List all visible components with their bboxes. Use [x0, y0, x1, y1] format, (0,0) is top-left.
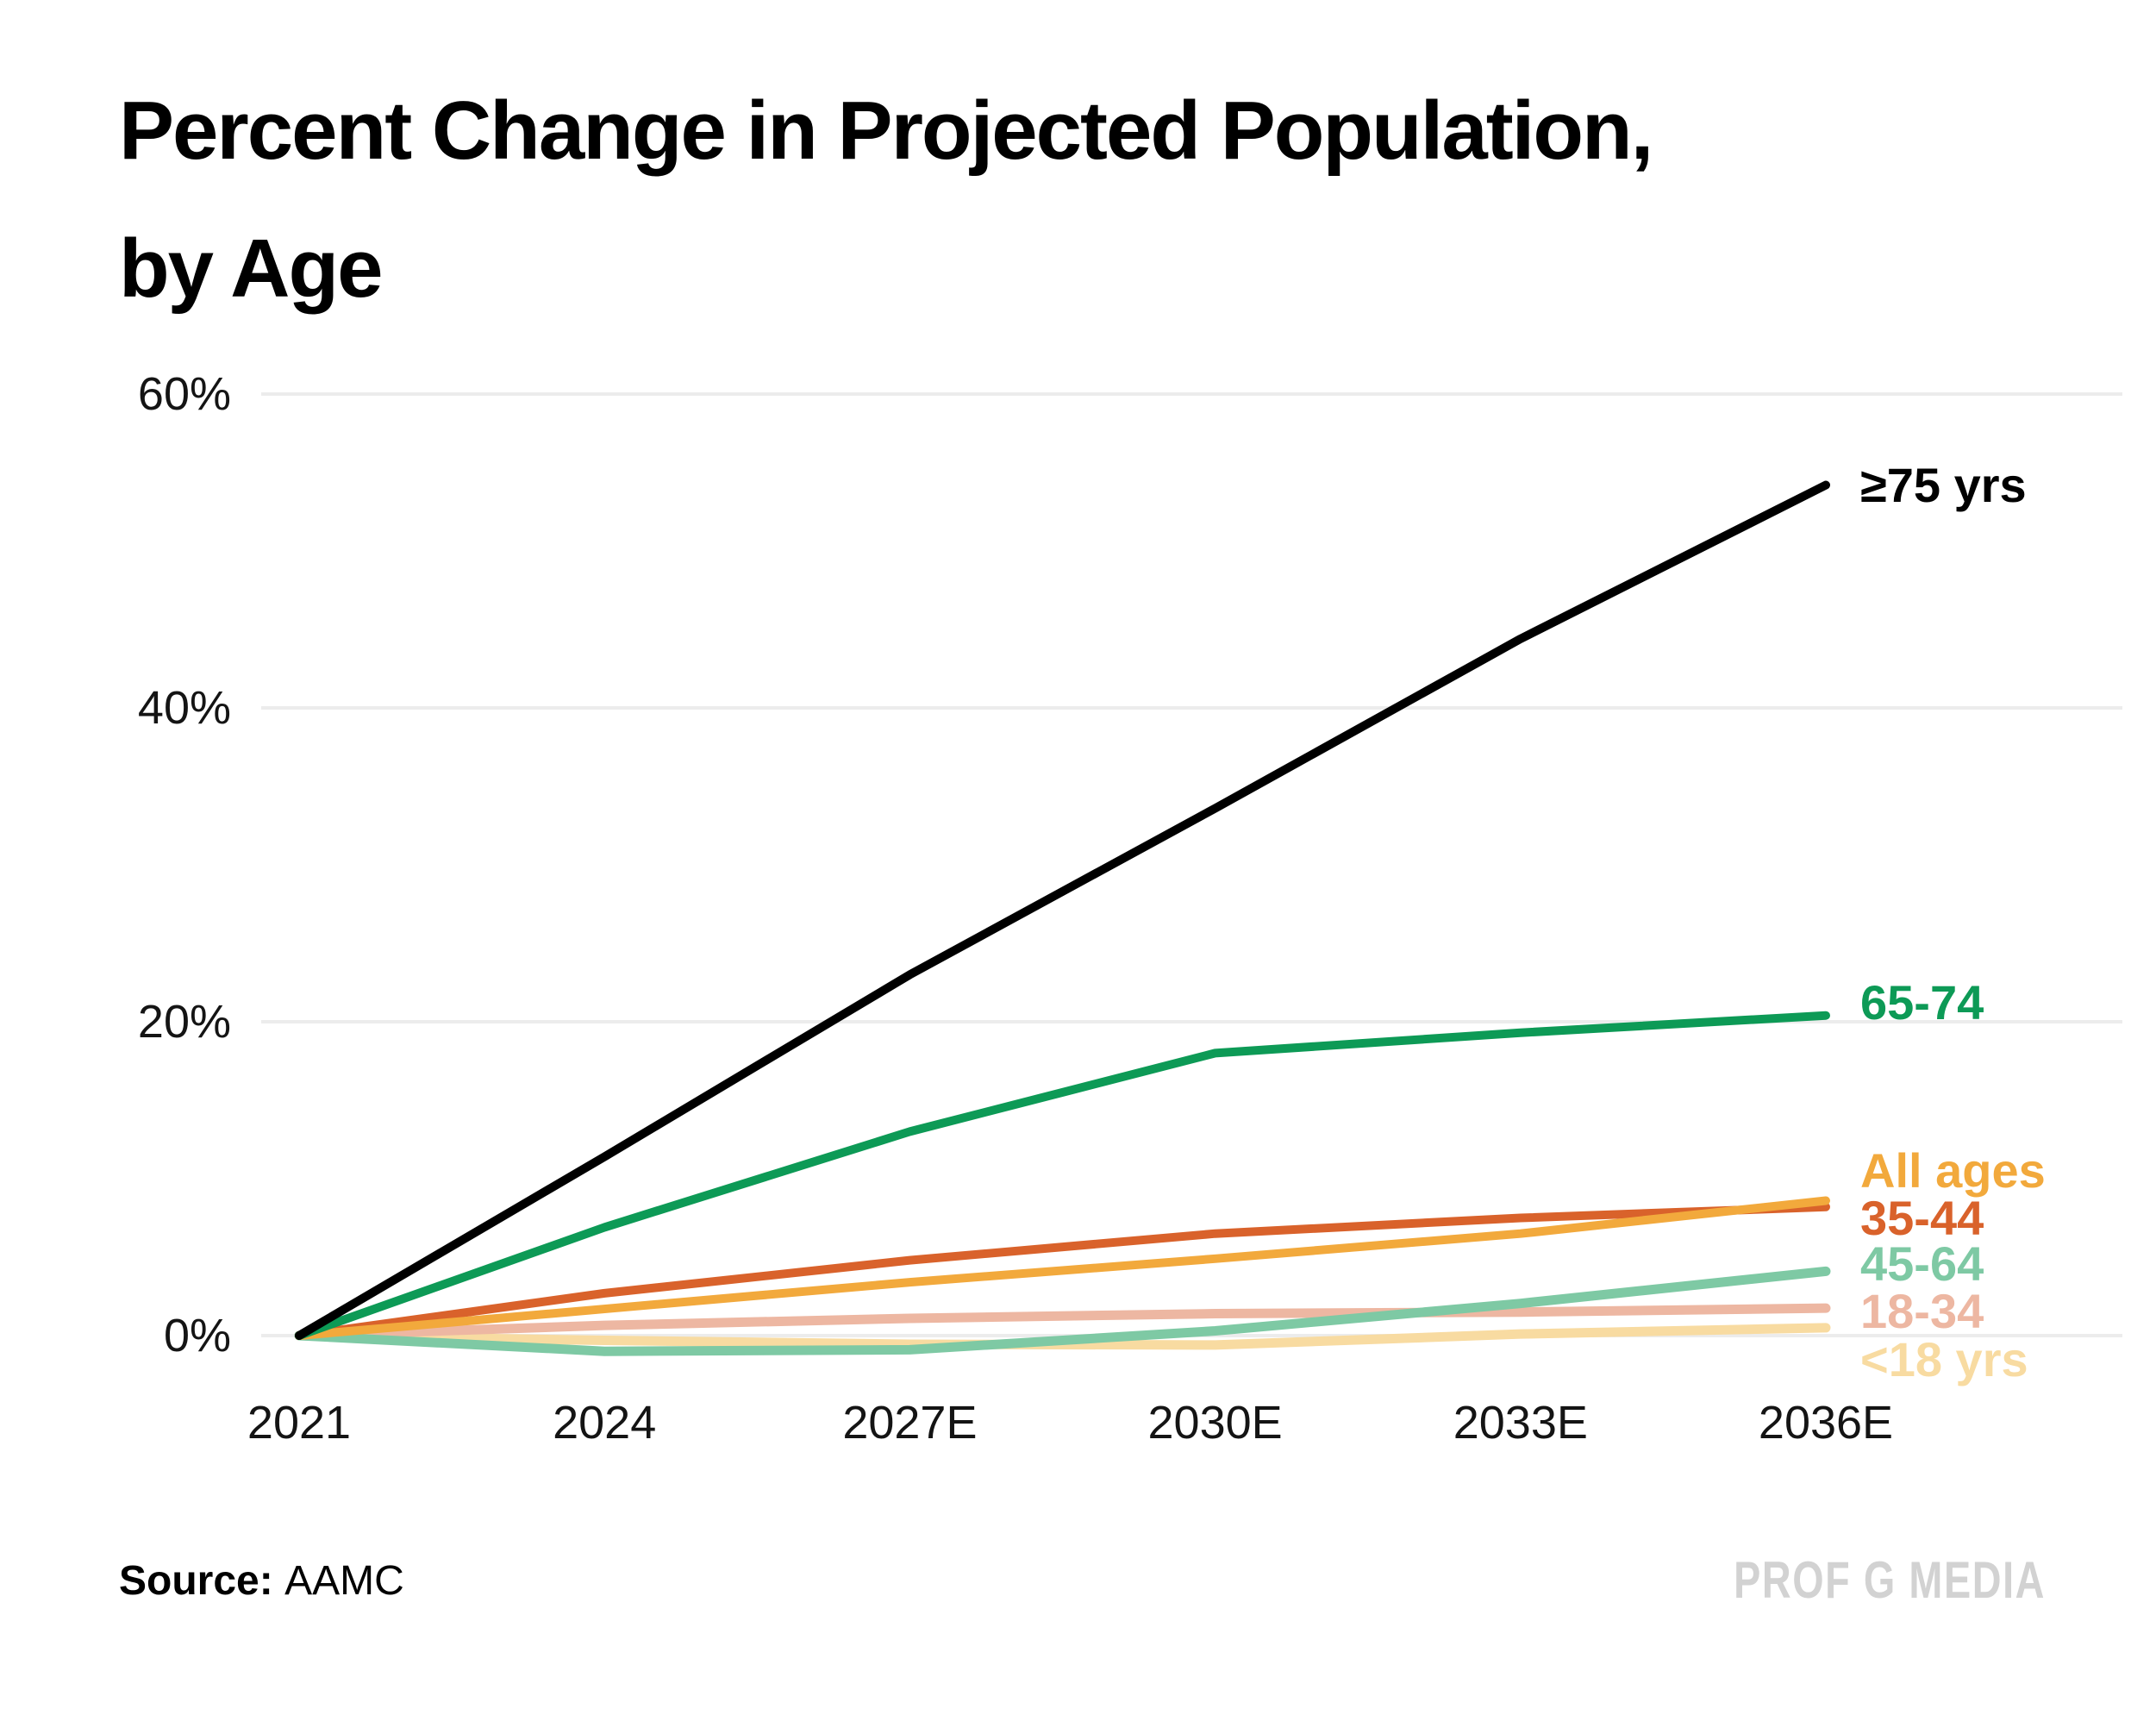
series-line-35-44 — [295, 1202, 1830, 1340]
source-note: Source: AAMC — [119, 1557, 404, 1605]
source-value: AAMC — [284, 1558, 404, 1604]
chart-title-line2: by Age — [119, 222, 384, 315]
series-label-18-34: 18-34 — [1860, 1284, 1984, 1339]
y-axis-tick-0: 0% — [163, 1310, 231, 1361]
chart-title-line1: Percent Change in Projected Population, — [119, 84, 1653, 177]
series-line-65-74 — [295, 1011, 1830, 1340]
x-axis-tick-2021: 2021 — [247, 1397, 352, 1449]
y-axis-tick-60: 60% — [137, 368, 231, 420]
series-line-45-64 — [294, 1266, 1831, 1356]
series-line-all-ages — [295, 1196, 1830, 1340]
series-label-65-74: 65-74 — [1860, 974, 1984, 1030]
y-axis-tick-40: 40% — [137, 682, 231, 734]
series-label-45-64: 45-64 — [1860, 1236, 1984, 1292]
watermark-prof-g-media: PROF G MEDIA — [1734, 1551, 2046, 1609]
source-label: Source: — [119, 1558, 273, 1604]
series-line-18-34 — [294, 1303, 1831, 1341]
x-axis-tick-2036e: 2036E — [1758, 1397, 1894, 1449]
series-label-35-44: 35-44 — [1860, 1190, 1984, 1245]
chart-title: Percent Change in Projected Population, … — [119, 62, 1653, 338]
series-label-all-ages: All ages — [1860, 1143, 2046, 1199]
x-axis-tick-2033e: 2033E — [1453, 1397, 1588, 1449]
x-axis-tick-2027e: 2027E — [842, 1397, 978, 1449]
x-axis-tick-2030e: 2030E — [1147, 1397, 1283, 1449]
series-label-75-yrs: ≥75 yrs — [1860, 457, 2027, 512]
series-label-18-yrs: <18 yrs — [1860, 1331, 2028, 1386]
series-line-75-yrs — [295, 480, 1830, 1340]
x-axis-tick-2024: 2024 — [553, 1397, 657, 1449]
y-axis-tick-20: 20% — [137, 996, 231, 1048]
